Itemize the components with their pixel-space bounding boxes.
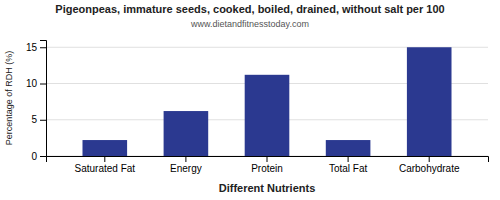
y-axis-title: Percentage of RDH (%) [4, 51, 14, 146]
bar [82, 140, 127, 156]
tick-label: Carbohydrate [399, 163, 460, 174]
tick: Protein [251, 156, 283, 174]
grid [46, 47, 488, 156]
y-axis: 0 5 10 15 [26, 41, 47, 162]
tick-mark [185, 156, 186, 162]
tick-label: Total Fat [329, 163, 368, 174]
bar [407, 47, 452, 156]
tick-mark [40, 47, 46, 48]
tick-label: Protein [251, 163, 283, 174]
tick: Saturated Fat [75, 156, 136, 174]
tick-mark [40, 120, 46, 121]
axis-line [47, 157, 489, 163]
tick: 0 [31, 151, 46, 162]
axis-line [40, 41, 47, 157]
x-axis-title: Different Nutrients [219, 182, 316, 194]
tick-label: 15 [26, 42, 38, 53]
tick-mark [348, 156, 349, 162]
tick: Total Fat [329, 156, 368, 174]
tick: Carbohydrate [399, 156, 460, 174]
title: Pigeonpeas, immature seeds, cooked, boil… [55, 3, 444, 15]
tick-mark [429, 156, 430, 162]
tick-label: 5 [31, 114, 37, 125]
subtitle: www.dietandfitnesstoday.com [190, 19, 309, 29]
tick-mark [104, 156, 105, 162]
tick: 15 [26, 42, 46, 53]
tick-label: Saturated Fat [75, 163, 136, 174]
tick: 5 [31, 114, 46, 125]
bar [164, 111, 209, 156]
x-axis: Saturated Fat Energy Protein Total Fat Carbo… [47, 156, 489, 174]
tick: 10 [26, 78, 46, 89]
tick-mark [40, 156, 46, 157]
tick-label: 10 [26, 78, 38, 89]
tick: Energy [170, 156, 202, 174]
bars [82, 47, 451, 156]
bar [326, 140, 371, 156]
tick-label: Energy [170, 163, 202, 174]
bar [245, 75, 290, 156]
tick-mark [40, 84, 46, 85]
tick-label: 0 [31, 151, 37, 162]
chart: Pigeonpeas, immature seeds, cooked, boil… [0, 0, 500, 200]
tick-mark [267, 156, 268, 162]
